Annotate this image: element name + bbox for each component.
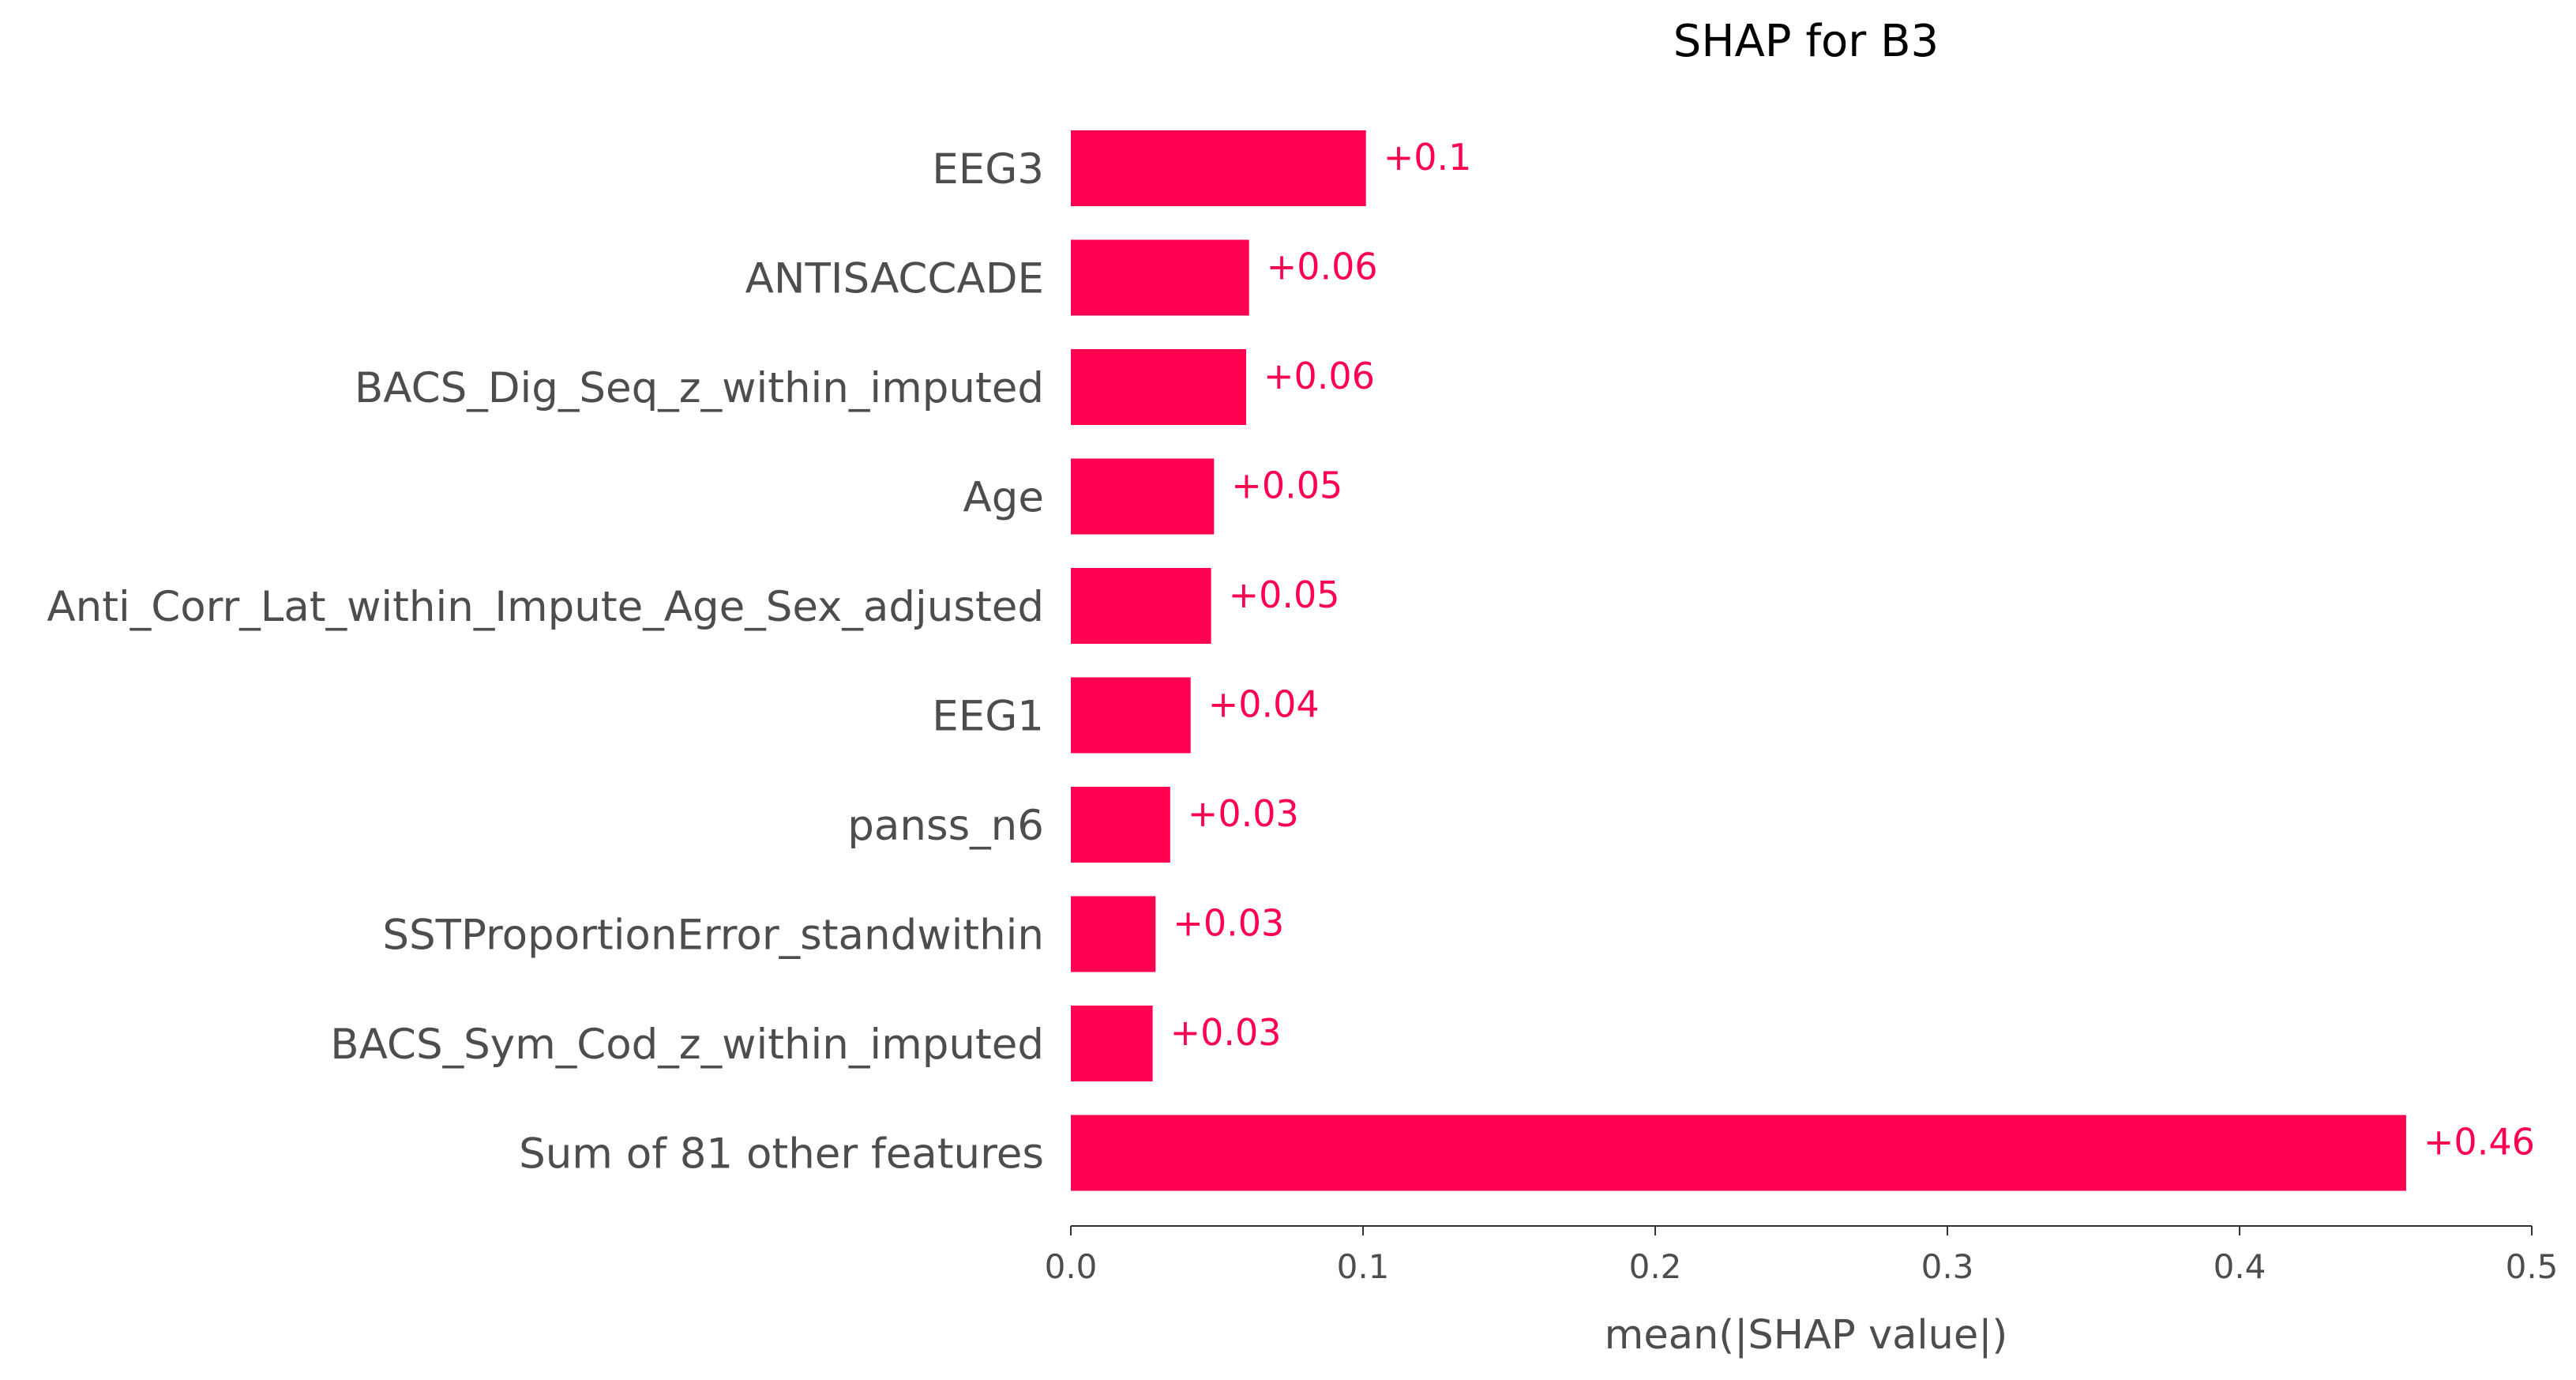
feature-label: panss_n6 bbox=[847, 802, 1044, 850]
value-label: +0.05 bbox=[1229, 573, 1340, 616]
chart-title: SHAP for B3 bbox=[1673, 16, 1939, 67]
value-label: +0.03 bbox=[1188, 792, 1299, 835]
value-label: +0.1 bbox=[1384, 136, 1472, 179]
x-axis: 0.0 0.1 0.2 0.3 0.4 0.5 bbox=[1045, 1225, 2559, 1286]
feature-label: Sum of 81 other features bbox=[519, 1130, 1044, 1179]
feature-label: ANTISACCADE bbox=[745, 255, 1044, 303]
x-tick-label: 0.0 bbox=[1045, 1247, 1098, 1286]
feature-label: Anti_Corr_Lat_within_Impute_Age_Sex_adju… bbox=[47, 583, 1044, 631]
bar bbox=[1071, 130, 1366, 206]
value-label: +0.46 bbox=[2424, 1121, 2535, 1164]
feature-label: SSTProportionError_standwithin bbox=[382, 912, 1044, 960]
value-label: +0.06 bbox=[1267, 246, 1378, 288]
x-tick-label: 0.1 bbox=[1337, 1247, 1390, 1286]
bar bbox=[1071, 349, 1246, 425]
x-tick-label: 0.2 bbox=[1629, 1247, 1682, 1286]
bar bbox=[1071, 677, 1191, 754]
value-label: +0.06 bbox=[1264, 355, 1375, 397]
bar bbox=[1071, 787, 1170, 863]
value-label: +0.04 bbox=[1208, 683, 1320, 726]
value-label: +0.03 bbox=[1173, 902, 1284, 945]
feature-label: Age bbox=[963, 474, 1044, 522]
bar bbox=[1071, 896, 1156, 972]
bar bbox=[1071, 458, 1215, 535]
x-tick-label: 0.4 bbox=[2214, 1247, 2266, 1286]
bars-group: EEG3 +0.1 ANTISACCADE +0.06 BACS_Dig_Seq_z_w… bbox=[47, 130, 2535, 1191]
x-axis-label: mean(|SHAP value|) bbox=[1605, 1312, 2008, 1359]
feature-label: EEG3 bbox=[932, 145, 1044, 194]
feature-label: BACS_Dig_Seq_z_within_imputed bbox=[355, 364, 1044, 412]
x-tick-label: 0.5 bbox=[2506, 1247, 2559, 1286]
feature-label: BACS_Sym_Cod_z_within_imputed bbox=[330, 1021, 1044, 1069]
bar bbox=[1071, 1006, 1153, 1081]
bar bbox=[1071, 239, 1249, 316]
x-tick-label: 0.3 bbox=[1921, 1247, 1974, 1286]
bar bbox=[1071, 1115, 2406, 1191]
value-label: +0.03 bbox=[1170, 1011, 1282, 1054]
feature-label: EEG1 bbox=[932, 693, 1044, 741]
bar bbox=[1071, 568, 1211, 644]
value-label: +0.05 bbox=[1231, 464, 1342, 507]
